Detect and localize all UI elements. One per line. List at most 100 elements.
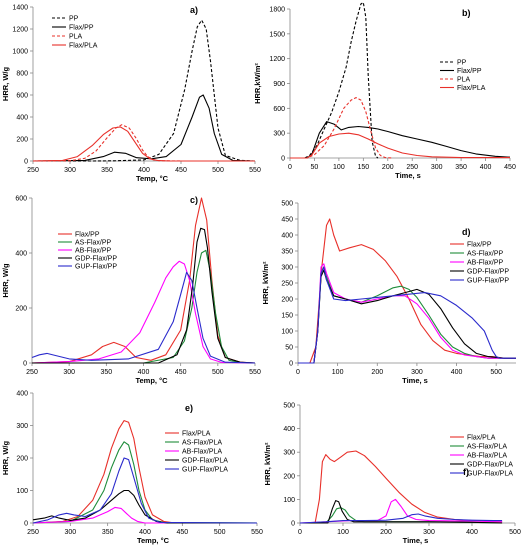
panel-label: b) bbox=[462, 8, 471, 18]
x-tick-label: 500 bbox=[212, 369, 224, 376]
x-tick-label: 250 bbox=[27, 529, 39, 536]
chart-panel-a: 250 300 350 400 450 500 550 0 200 400 600 800 1000 12… bbox=[1, 5, 261, 184]
x-tick-label: 400 bbox=[466, 529, 478, 536]
x-tick-label: 0 bbox=[288, 164, 292, 171]
series-line bbox=[32, 420, 257, 524]
legend: Flax/PLA AS-Flax/PLA AB-Flax/PLA GDP-Flax/P… bbox=[450, 435, 513, 478]
y-tick-label: 1200 bbox=[269, 56, 285, 63]
x-tick-label: 350 bbox=[455, 164, 467, 171]
x-tick-label: 500 bbox=[490, 369, 502, 376]
series-line bbox=[298, 266, 516, 364]
x-tick-label: 300 bbox=[431, 164, 443, 171]
series-line bbox=[32, 94, 256, 162]
y-tick-label: 350 bbox=[281, 249, 293, 256]
series-line bbox=[299, 498, 503, 524]
y-tick-label: 400 bbox=[281, 233, 293, 240]
y-tick-label: 100 bbox=[283, 497, 295, 504]
legend-label: Flax/PP bbox=[75, 232, 100, 239]
legend-label: AS-Flax/PLA bbox=[182, 440, 222, 447]
legend-label: AB-Flax/PLA bbox=[467, 453, 507, 460]
legend-label: AB-Flax/PP bbox=[467, 260, 504, 267]
x-tick-label: 0 bbox=[296, 369, 300, 376]
x-tick-label: 500 bbox=[212, 167, 224, 174]
x-tick-label: 400 bbox=[480, 164, 492, 171]
panel-label: d) bbox=[462, 227, 471, 237]
legend-label: AB-Flax/PP bbox=[75, 248, 112, 255]
y-axis-label: HRR, kW/m² bbox=[263, 442, 272, 485]
x-tick-label: 100 bbox=[332, 369, 344, 376]
x-tick-label: 300 bbox=[64, 529, 76, 536]
legend-label: Flax/PLA bbox=[467, 435, 496, 442]
legend-label: GUP-Flax/PLA bbox=[182, 467, 228, 474]
x-axis-label: Time, s bbox=[403, 536, 429, 545]
y-axis-label: HRR, kW/m² bbox=[261, 261, 270, 304]
legend-label: AS-Flax/PLA bbox=[467, 444, 507, 451]
chart-panel-e: 250 300 350 400 450 500 5500100200300400Temp, … bbox=[1, 391, 263, 546]
x-tick-label: 550 bbox=[251, 529, 263, 536]
y-tick-label: 100 bbox=[281, 329, 293, 336]
x-tick-label: 100 bbox=[337, 529, 349, 536]
y-tick-label: 600 bbox=[15, 196, 27, 203]
legend-label: Flax/PLA bbox=[182, 431, 211, 438]
y-tick-label: 0 bbox=[24, 521, 28, 528]
x-tick-label: 300 bbox=[411, 369, 423, 376]
y-tick-label: 300 bbox=[16, 423, 28, 430]
series-line bbox=[290, 121, 511, 159]
series-line bbox=[299, 513, 503, 524]
x-tick-label: 300 bbox=[64, 167, 76, 174]
x-axis-label: Temp, °C bbox=[136, 174, 169, 183]
y-tick-label: 0 bbox=[289, 361, 293, 368]
y-tick-label: 1800 bbox=[269, 7, 285, 14]
legend-label: GUP-Flax/PLA bbox=[467, 471, 513, 478]
x-tick-label: 0 bbox=[298, 529, 302, 536]
series-line bbox=[290, 132, 510, 159]
legend-label: PLA bbox=[457, 77, 471, 84]
x-tick-label: 500 bbox=[214, 529, 226, 536]
y-tick-label: 300 bbox=[283, 450, 295, 457]
x-tick-label: 200 bbox=[371, 369, 383, 376]
chart-panel-b: 0 50 100 150 200 250 300 350 400 450 0 300 600 900 120… bbox=[253, 1, 516, 180]
chart-panel-c: 250 300 350 400 450 500 550 0 200 400 600 Temp, °C H… bbox=[1, 195, 261, 385]
y-tick-label: 450 bbox=[281, 217, 293, 224]
legend-label: GUP-Flax/PP bbox=[75, 264, 117, 271]
y-tick-label: 400 bbox=[16, 391, 28, 398]
x-tick-label: 400 bbox=[138, 167, 150, 174]
y-tick-label: 200 bbox=[16, 137, 28, 144]
chart-panel-f: 0 100 200 300 400 500 0 100 200 300 400 500 Time, s H… bbox=[263, 403, 521, 546]
y-tick-label: 500 bbox=[281, 201, 293, 208]
y-tick-label: 900 bbox=[273, 81, 285, 88]
panel-label: c) bbox=[190, 195, 198, 205]
y-tick-label: 0 bbox=[281, 156, 285, 163]
y-tick-label: 250 bbox=[281, 281, 293, 288]
y-tick-label: 300 bbox=[281, 265, 293, 272]
series-line bbox=[300, 500, 503, 524]
series-line bbox=[32, 126, 255, 162]
series-line bbox=[32, 457, 258, 524]
legend-label: GDP-Flax/PLA bbox=[467, 462, 513, 469]
series-line bbox=[31, 271, 256, 364]
y-tick-label: 0 bbox=[23, 361, 27, 368]
y-tick-label: 1500 bbox=[269, 31, 285, 38]
x-tick-label: 400 bbox=[451, 369, 463, 376]
y-tick-label: 600 bbox=[16, 93, 28, 100]
x-tick-label: 250 bbox=[27, 167, 39, 174]
chart-panel-d: 0 100 200 300 400 500 0 50 100 150 200 250 300 350 400… bbox=[261, 201, 516, 385]
y-tick-label: 0 bbox=[291, 521, 295, 528]
x-tick-label: 400 bbox=[138, 369, 150, 376]
x-tick-label: 350 bbox=[100, 369, 112, 376]
y-tick-label: 800 bbox=[16, 71, 28, 78]
legend-label: Flax/PLA bbox=[457, 85, 486, 92]
x-axis-label: Time, s bbox=[402, 376, 428, 385]
legend: Flax/PLA AS-Flax/PLA AB-Flax/PLA GDP-Flax/P… bbox=[165, 431, 228, 474]
x-tick-label: 200 bbox=[380, 529, 392, 536]
series-line bbox=[32, 249, 256, 364]
legend-label: Flax/PP bbox=[467, 242, 492, 249]
y-tick-label: 150 bbox=[281, 313, 293, 320]
legend-label: AS-Flax/PP bbox=[467, 251, 504, 258]
x-tick-label: 250 bbox=[26, 369, 38, 376]
legend: Flax/PP AS-Flax/PP AB-Flax/PP GDP-Flax/PP GU… bbox=[450, 242, 509, 285]
x-tick-label: 200 bbox=[382, 164, 394, 171]
